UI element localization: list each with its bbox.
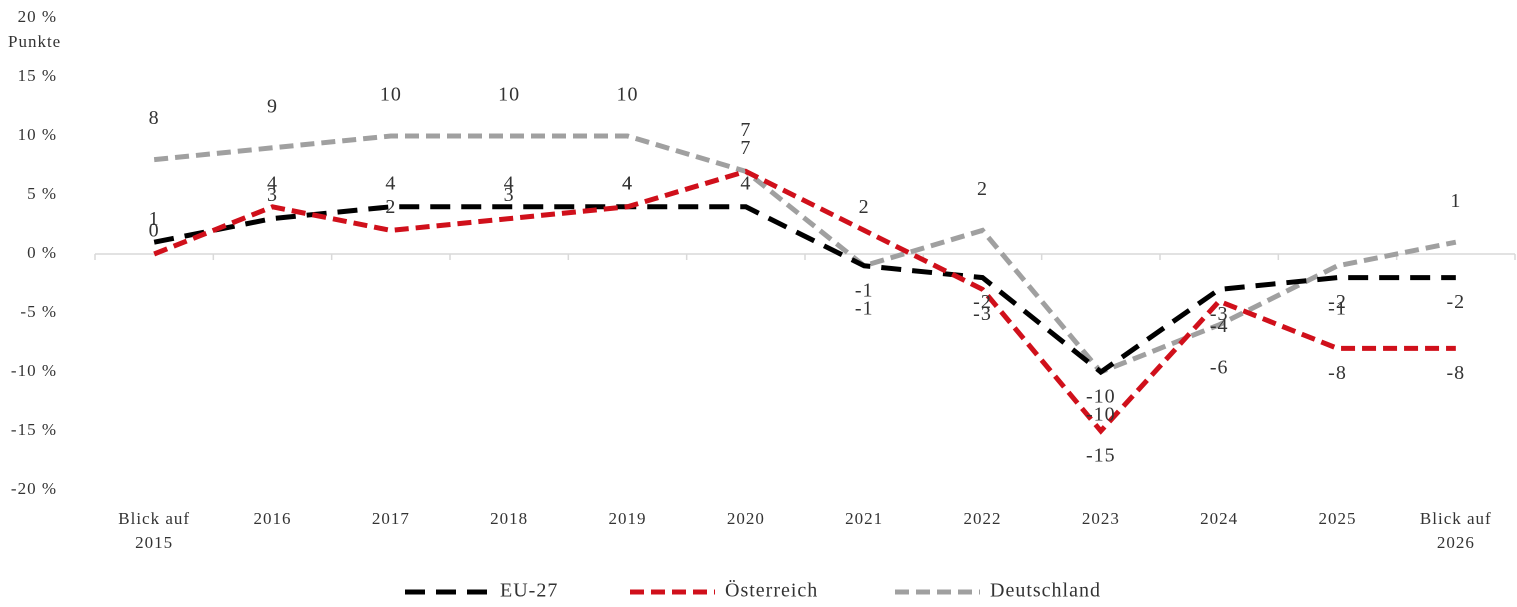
data-label: -3 <box>1210 303 1229 325</box>
data-label: -15 <box>1086 445 1116 467</box>
data-label: -6 <box>1210 356 1229 378</box>
legend-label: Deutschland <box>990 580 1101 602</box>
data-label: -8 <box>1328 362 1347 384</box>
x-tick-label: 2022 <box>964 509 1002 528</box>
data-label: 2 <box>977 178 988 200</box>
data-label: 4 <box>622 172 633 194</box>
data-label: 4 <box>504 172 515 194</box>
x-tick-label: Blick auf 2026 <box>1420 509 1492 552</box>
y-tick-label: 10 % <box>18 125 57 144</box>
x-tick-label: 2017 <box>372 509 410 528</box>
y-axis-label: Punkte <box>8 32 61 51</box>
data-label: 10 <box>617 84 639 106</box>
data-label: 2 <box>859 196 870 218</box>
data-label: 0 <box>149 220 160 242</box>
data-label: -8 <box>1446 362 1465 384</box>
line-series <box>153 204 1456 376</box>
x-tick-label: 2025 <box>1319 509 1357 528</box>
y-tick-label: -10 % <box>11 361 57 380</box>
data-label: -4 <box>1210 315 1229 337</box>
data-label: 2 <box>385 196 396 218</box>
data-label: 7 <box>740 119 751 141</box>
legend-label: Österreich <box>725 579 818 602</box>
x-tick-label: 2023 <box>1082 509 1120 528</box>
line-series <box>153 133 1457 375</box>
y-tick-label: 0 % <box>27 243 57 262</box>
data-label: -1 <box>855 279 874 301</box>
y-tick-label: -20 % <box>11 479 57 498</box>
data-label: 4 <box>622 172 633 194</box>
y-tick-label: 5 % <box>27 184 57 203</box>
data-label: 1 <box>1450 190 1461 212</box>
data-label: 4 <box>267 172 278 194</box>
data-label: 9 <box>267 95 278 117</box>
data-label: 8 <box>149 107 160 129</box>
data-label: 4 <box>385 172 396 194</box>
data-label: 7 <box>740 137 751 159</box>
y-tick-label: -5 % <box>20 302 57 321</box>
y-tick-label: 15 % <box>18 66 57 85</box>
y-tick-label: -15 % <box>11 420 57 439</box>
data-label: -1 <box>1328 297 1347 319</box>
x-tick-label: 2024 <box>1200 509 1238 528</box>
data-label: -3 <box>973 303 992 325</box>
x-tick-label: Blick auf 2015 <box>118 509 190 552</box>
data-label: 3 <box>504 184 515 206</box>
data-label: -2 <box>1328 291 1347 313</box>
x-tick-label: 2020 <box>727 509 765 528</box>
y-tick-label: 20 % <box>18 7 57 26</box>
legend-label: EU-27 <box>500 580 558 602</box>
data-label: 4 <box>740 172 751 194</box>
data-label: -10 <box>1086 386 1116 408</box>
data-label: 10 <box>380 84 402 106</box>
data-label: 3 <box>267 184 278 206</box>
data-label: 1 <box>149 208 160 230</box>
data-label: 10 <box>498 84 520 106</box>
data-label: -2 <box>973 291 992 313</box>
x-tick-label: 2018 <box>490 509 528 528</box>
line-series <box>153 168 1456 435</box>
x-tick-label: 2019 <box>609 509 647 528</box>
x-tick-label: 2021 <box>845 509 883 528</box>
data-label: -2 <box>1446 291 1465 313</box>
data-label: -1 <box>855 297 874 319</box>
x-tick-label: 2016 <box>254 509 292 528</box>
data-label: -10 <box>1086 404 1116 426</box>
